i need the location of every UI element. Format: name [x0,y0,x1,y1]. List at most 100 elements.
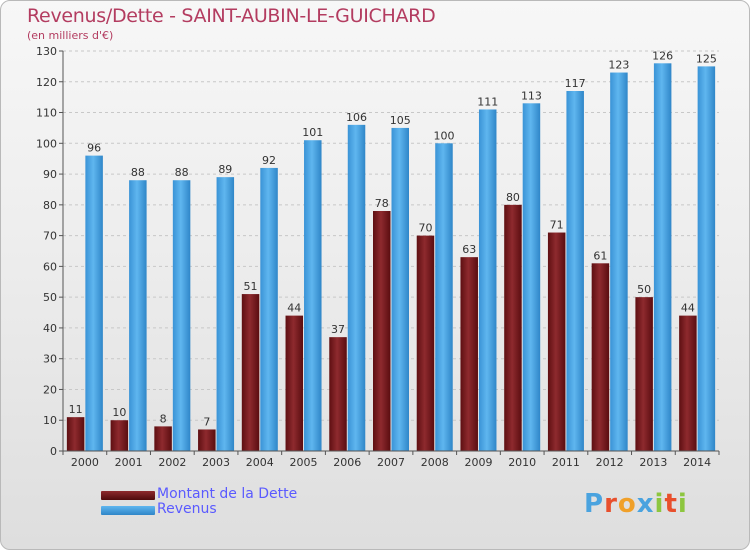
bar-dette [373,211,391,451]
x-tick-label: 2001 [115,456,143,469]
chart-title: Revenus/Dette - SAINT-AUBIN-LE-GUICHARD [27,5,436,27]
bar-dette [547,232,566,451]
data-label-dette: 11 [69,403,83,416]
y-tick-label: 100 [36,137,57,150]
bar-dette [635,297,653,451]
bar-dette [285,315,304,451]
bar-revenus [435,143,453,452]
data-label-dette: 7 [203,415,210,428]
bar-dette [154,426,172,451]
x-tick-label: 2010 [508,456,536,469]
data-label-dette: 71 [550,219,564,232]
data-label-dette: 44 [287,302,301,315]
data-label-revenus: 89 [218,163,232,176]
data-label-dette: 51 [244,280,258,293]
bar-revenus [653,63,672,452]
y-tick-label: 90 [43,168,57,181]
x-tick-label: 2003 [202,456,230,469]
bar-revenus [172,180,191,451]
data-label-revenus: 111 [477,95,498,108]
proxiti-logo: Proxiti [584,489,688,519]
data-label-revenus: 113 [521,89,542,102]
legend-swatch-debt [101,491,155,500]
y-tick-label: 0 [50,445,57,458]
data-label-revenus: 125 [696,52,717,65]
x-tick-label: 2005 [290,456,318,469]
data-label-revenus: 117 [565,77,586,90]
data-label-dette: 44 [681,302,695,315]
bar-dette [241,294,260,451]
bar-revenus [304,140,322,451]
data-label-dette: 63 [462,243,476,256]
bar-dette [329,337,347,451]
y-tick-label: 110 [36,107,57,120]
x-tick-label: 2013 [639,456,667,469]
y-tick-label: 120 [36,76,57,89]
bar-revenus [522,103,541,452]
data-label-revenus: 105 [390,114,411,127]
x-tick-label: 2008 [421,456,449,469]
data-label-revenus: 123 [608,59,629,72]
logo-letter: x [636,489,655,519]
y-tick-label: 10 [43,414,57,427]
x-tick-label: 2002 [158,456,186,469]
bar-dette [66,417,85,451]
bar-revenus [610,72,628,452]
data-label-dette: 10 [112,406,126,419]
logo-letter: i [677,489,688,519]
data-label-revenus: 101 [302,126,323,139]
bar-dette [460,257,478,451]
x-tick-label: 2000 [71,456,99,469]
bar-revenus [697,66,716,451]
bar-dette [504,204,522,451]
data-label-revenus: 100 [433,129,454,142]
bar-revenus [566,91,584,451]
y-tick-label: 60 [43,260,57,273]
data-label-dette: 78 [375,197,389,210]
data-label-revenus: 106 [346,111,367,124]
y-tick-label: 70 [43,230,57,243]
y-tick-label: 40 [43,322,57,335]
legend-swatch-revenus [101,506,155,515]
data-label-revenus: 92 [262,154,276,167]
x-tick-label: 2014 [683,456,711,469]
x-tick-label: 2011 [552,456,580,469]
chart-subtitle: (en milliers d'€) [27,29,114,42]
bar-revenus [129,180,147,451]
bar-revenus [85,155,103,451]
bar-dette [416,235,435,451]
data-label-revenus: 88 [131,166,145,179]
x-tick-label: 2012 [596,456,624,469]
data-label-dette: 61 [593,249,607,262]
logo-letter: P [584,489,605,519]
bar-dette [679,315,697,451]
y-tick-label: 50 [43,291,57,304]
bar-revenus [391,127,409,451]
bar-dette [591,263,610,451]
y-tick-label: 20 [43,383,57,396]
data-label-revenus: 126 [652,49,673,62]
data-label-revenus: 96 [87,142,101,155]
data-label-dette: 50 [637,283,651,296]
data-label-revenus: 88 [175,166,189,179]
logo-letter: r [604,489,618,519]
x-tick-label: 2009 [464,456,492,469]
logo-letter: t [664,489,678,519]
data-label-dette: 70 [418,222,432,235]
bar-dette [110,420,129,451]
legend-label-revenus: Revenus [157,501,217,517]
bar-dette [198,429,216,451]
y-tick-label: 30 [43,353,57,366]
x-tick-label: 2007 [377,456,405,469]
bar-revenus [216,177,235,451]
bar-revenus [260,167,278,451]
logo-letter: i [654,489,665,519]
bar-revenus [347,124,366,451]
data-label-dette: 8 [160,412,167,425]
y-tick-label: 80 [43,199,57,212]
bar-revenus [478,109,497,451]
x-tick-label: 2006 [333,456,361,469]
data-label-dette: 37 [331,323,345,336]
